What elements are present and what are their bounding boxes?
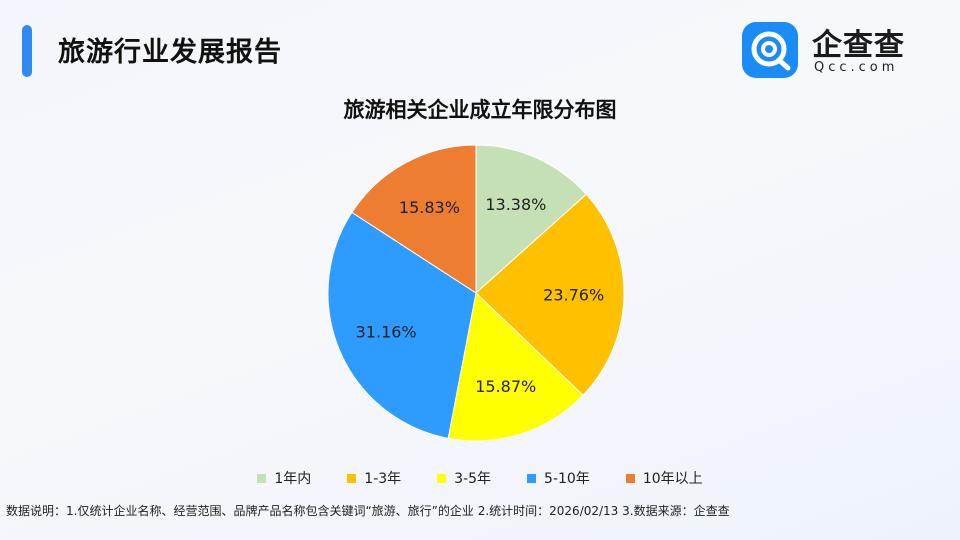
slice-label-2: 15.87% [475,377,536,396]
legend-label-2: 3-5年 [454,471,492,487]
logo-domain: Qcc.com [814,60,899,75]
logo-name: 企查查 [812,28,905,63]
brand-logo: 企查查 Qcc.com [742,20,932,80]
chart-legend: 1年内 1-3年 3-5年 5-10年 10年以上 [0,468,960,488]
slice-label-3: 31.16% [356,322,417,341]
pie-slice-0 [475,144,587,295]
legend-item-2: 3-5年 [437,468,491,488]
pie-slice-1 [475,193,625,396]
legend-item-3: 5-10年 [527,468,590,488]
legend-swatch-0 [257,473,267,483]
legend-label-1: 1-3年 [364,471,402,487]
legend-item-0: 1年内 [257,468,311,488]
footer-note: 数据说明：1.仅统计企业名称、经营范围、品牌产品名称包含关键词“旅游、旅行”的企… [6,504,730,518]
slice-label-0: 13.38% [485,195,546,214]
slice-label-4: 15.83% [399,198,460,217]
legend-item-4: 10年以上 [625,468,703,488]
legend-swatch-3 [527,473,537,483]
legend-swatch-4 [625,473,635,483]
legend-label-0: 1年内 [274,471,312,487]
slice-label-1: 23.76% [543,286,604,305]
title-accent-bar [22,25,32,77]
pie-slice-4 [351,144,477,294]
pie-slice-3 [327,211,477,439]
legend-label-4: 10年以上 [642,471,703,487]
legend-swatch-1 [347,473,357,483]
pie-slice-2 [447,292,584,442]
legend-swatch-2 [437,473,447,483]
report-title: 旅游行业发展报告 [58,37,282,68]
chart-title: 旅游相关企业成立年限分布图 [343,98,617,122]
legend-label-3: 5-10年 [544,471,590,487]
legend-item-1: 1-3年 [347,468,401,488]
qcc-logo-icon [742,22,798,78]
